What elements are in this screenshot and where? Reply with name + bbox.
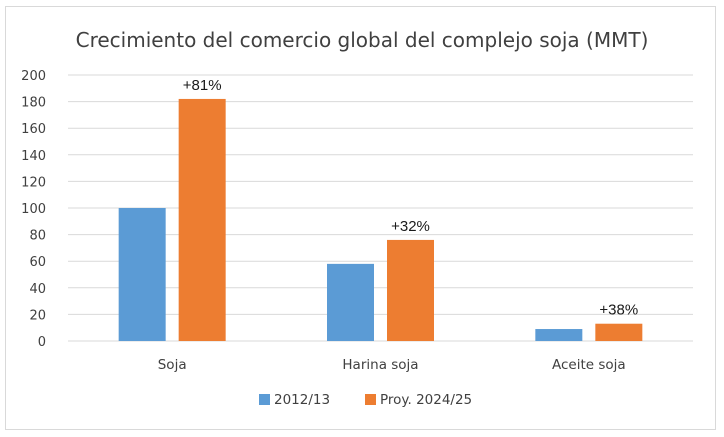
bar-aceite-soja-1: [595, 323, 643, 341]
y-tick-label: 180: [21, 96, 46, 111]
legend-swatch: [365, 394, 376, 405]
y-tick-label: 160: [21, 122, 46, 137]
chart-title: Crecimiento del comercio global del comp…: [76, 28, 649, 52]
y-tick-label: 20: [29, 308, 46, 323]
y-tick-label: 100: [21, 202, 46, 217]
category-label: Aceite soja: [552, 357, 626, 373]
y-tick-label: 40: [29, 282, 46, 297]
legend: 2012/13 Proy. 2024/25: [259, 392, 472, 408]
legend-label: 2012/13: [274, 392, 330, 408]
bar-harina-soja-0: [327, 263, 374, 341]
y-tick-label: 0: [38, 335, 46, 350]
y-tick-label: 120: [21, 175, 46, 190]
data-labels: +81% +32% +38%: [183, 77, 638, 319]
legend-swatch: [259, 394, 270, 405]
growth-label: +38%: [599, 302, 638, 319]
y-tick-label: 140: [21, 149, 46, 164]
y-tick-label: 200: [21, 69, 46, 84]
bar-harina-soja-1: [387, 239, 434, 341]
y-axis-ticks: 0 20 40 60 80 100 120 140 160 180 200: [21, 69, 46, 350]
category-label: Soja: [158, 357, 187, 373]
bar-soja-1: [178, 98, 226, 341]
growth-label: +81%: [183, 77, 222, 94]
growth-label: +32%: [391, 218, 430, 235]
category-label: Harina soja: [342, 357, 418, 373]
gridlines: [68, 74, 693, 342]
bar-aceite-soja-0: [535, 329, 583, 341]
legend-label: Proy. 2024/25: [380, 392, 472, 408]
bars: [118, 98, 643, 341]
bar-soja-0: [118, 208, 166, 341]
y-tick-label: 60: [29, 255, 46, 270]
category-labels: Soja Harina soja Aceite soja: [158, 357, 626, 373]
y-tick-label: 80: [29, 229, 46, 244]
